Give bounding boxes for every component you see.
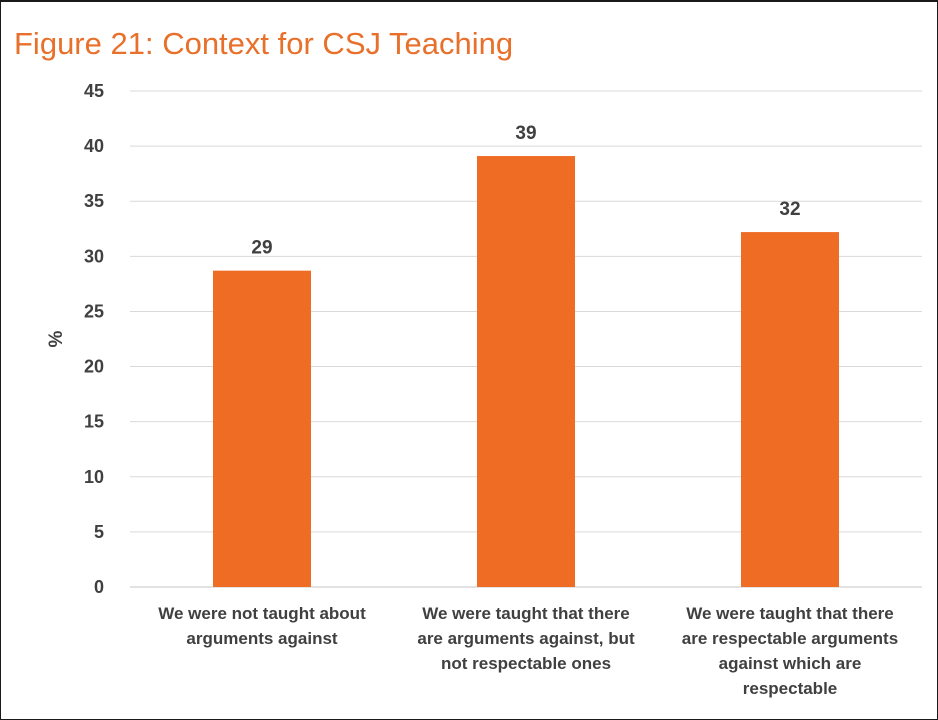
x-tick-label-line: arguments against (186, 629, 338, 648)
y-tick-label: 5 (94, 522, 104, 542)
x-tick-label-line: We were not taught about (158, 604, 366, 623)
x-tick-label-line: are arguments against, but (417, 629, 635, 648)
x-tick-label-line: against which are (718, 654, 862, 673)
bar (213, 270, 311, 587)
y-tick-label: 30 (84, 246, 104, 266)
y-tick-label: 40 (84, 136, 104, 156)
y-tick-label: 45 (84, 81, 104, 101)
x-tick-label-line: We were taught that there (422, 604, 630, 623)
x-tick-label-line: are respectable arguments (681, 629, 899, 648)
y-tick-label: 10 (84, 467, 104, 487)
y-tick-label: 25 (84, 301, 104, 321)
x-tick-label-line: We were taught that there (686, 604, 894, 623)
data-label: 32 (779, 199, 800, 220)
top-border (0, 0, 938, 2)
x-tick-label: We were taught that there are respectable… (659, 601, 921, 701)
data-label: 29 (251, 238, 272, 259)
data-label: 39 (515, 123, 536, 144)
x-tick-label-line: respectable (742, 679, 838, 698)
y-tick-label: 0 (94, 577, 104, 597)
y-axis-title: % (46, 330, 67, 347)
x-tick-label: We were taught that there are arguments a… (395, 601, 657, 676)
y-tick-label: 15 (84, 412, 104, 432)
x-tick-label-line: not respectable ones (440, 654, 612, 673)
bar (741, 232, 839, 587)
chart-title: Figure 21: Context for CSJ Teaching (14, 26, 514, 61)
x-tick-label: We were not taught about arguments agains… (131, 601, 393, 651)
y-tick-label: 20 (84, 357, 104, 377)
y-tick-label: 35 (84, 191, 104, 211)
bar (477, 156, 575, 587)
